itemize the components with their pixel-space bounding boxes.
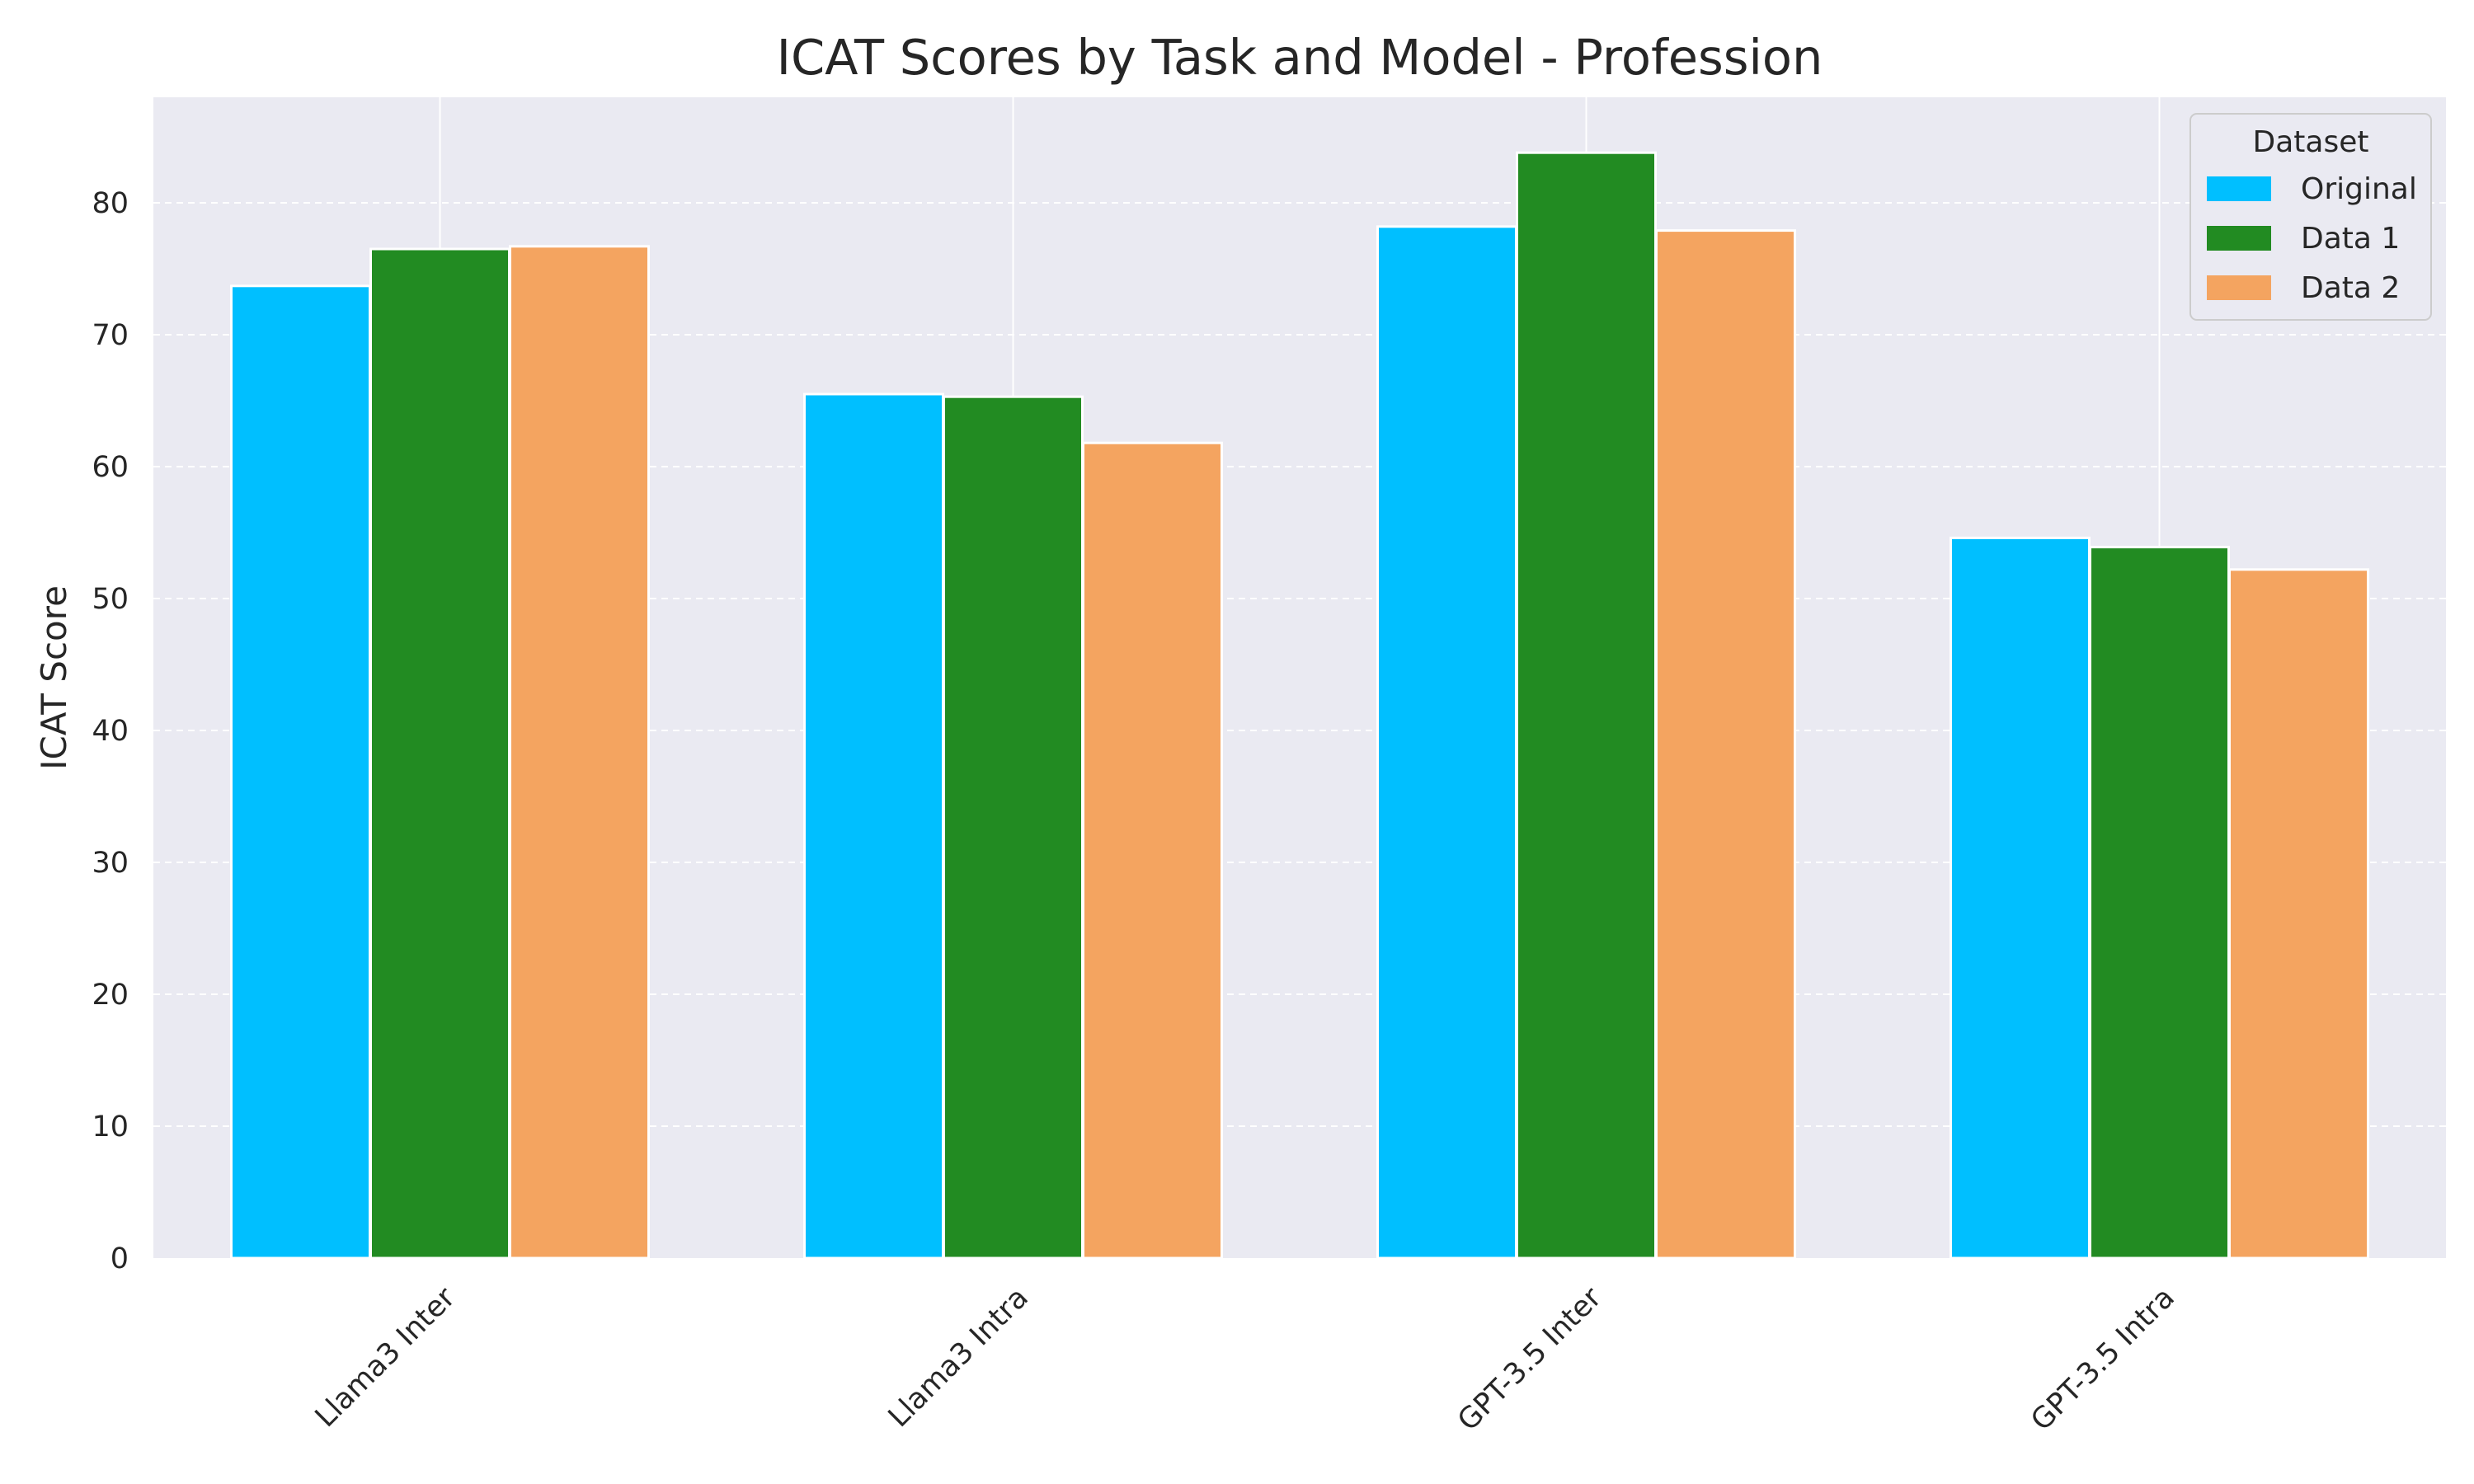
y-tick-label: 0 <box>111 1242 129 1275</box>
bar-original <box>1376 225 1517 1260</box>
legend-label: Original <box>2301 172 2417 206</box>
y-tick-label: 80 <box>92 187 129 220</box>
x-axis-ticks: Llama3 Inter Llama3 Intra GPT-3.5 Inter GPT… <box>309 1281 2181 1438</box>
x-tick-label: GPT-3.5 Intra <box>2025 1281 2180 1437</box>
bar-original <box>230 284 371 1260</box>
y-axis-ticks: 0 10 20 30 40 50 60 70 80 <box>92 187 129 1275</box>
bar-data-2 <box>509 245 650 1260</box>
legend-box <box>2189 113 2432 321</box>
chart-title: ICAT Scores by Task and Model - Professi… <box>777 29 1823 86</box>
y-tick-label: 10 <box>92 1111 129 1144</box>
bar-original <box>1950 536 2091 1260</box>
legend-entries: Original Data 1 Data 2 <box>2207 172 2417 305</box>
x-tick-label: GPT-3.5 Inter <box>1451 1281 1608 1438</box>
y-tick-label: 70 <box>92 319 129 352</box>
y-tick-label: 40 <box>92 715 129 748</box>
x-tick-label: Llama3 Intra <box>882 1281 1035 1434</box>
bar-original <box>803 392 944 1260</box>
bar-data-2 <box>1082 441 1223 1260</box>
bars <box>230 151 2369 1260</box>
legend-label: Data 1 <box>2301 222 2400 256</box>
legend-swatch <box>2207 176 2271 201</box>
y-axis-label: ICAT Score <box>34 585 74 770</box>
legend-title: Dataset <box>2253 125 2369 159</box>
bar-data-1 <box>943 395 1084 1260</box>
legend-swatch <box>2207 226 2271 251</box>
x-tick-label: Llama3 Inter <box>309 1281 463 1435</box>
y-tick-label: 30 <box>92 847 129 880</box>
bar-data-1 <box>2089 546 2230 1260</box>
y-tick-label: 20 <box>92 979 129 1012</box>
bar-data-2 <box>2228 568 2369 1260</box>
legend-label: Data 2 <box>2301 271 2400 305</box>
bar-data-2 <box>1655 229 1796 1260</box>
legend-swatch <box>2207 275 2271 300</box>
legend: Dataset Original Data 1 Data 2 <box>2189 113 2432 321</box>
y-tick-label: 60 <box>92 451 129 484</box>
y-tick-label: 50 <box>92 583 129 616</box>
bar-data-1 <box>369 247 510 1260</box>
bar-data-1 <box>1516 151 1657 1260</box>
